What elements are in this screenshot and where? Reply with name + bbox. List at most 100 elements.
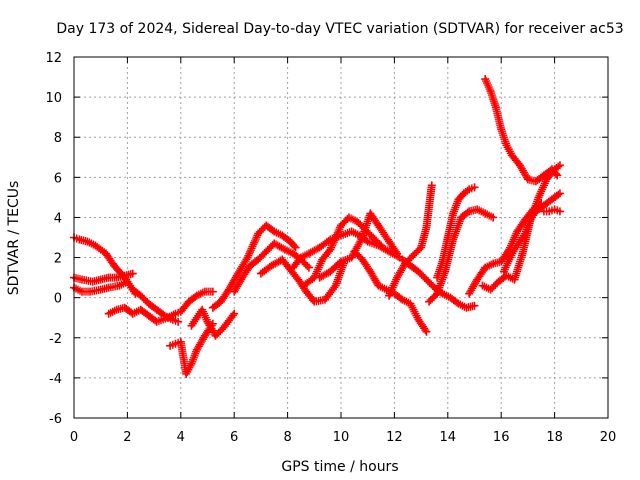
y-tick-label: -4 xyxy=(49,372,62,387)
data-marker xyxy=(487,260,496,269)
data-marker xyxy=(448,211,457,220)
data-marker xyxy=(246,248,255,257)
data-series xyxy=(350,247,431,336)
data-marker xyxy=(420,324,429,333)
data-marker xyxy=(332,230,341,239)
data-marker xyxy=(267,242,276,251)
data-marker xyxy=(259,224,268,233)
data-marker xyxy=(421,326,430,335)
x-tick-label: 4 xyxy=(177,430,185,445)
data-marker xyxy=(283,235,292,244)
x-tick-label: 0 xyxy=(70,430,78,445)
data-marker xyxy=(76,286,85,295)
data-marker xyxy=(501,139,510,148)
data-marker xyxy=(157,309,166,318)
data-marker xyxy=(392,275,401,284)
data-marker xyxy=(81,237,90,246)
data-marker xyxy=(333,260,342,269)
y-tick-label: -2 xyxy=(49,332,62,347)
data-series xyxy=(70,277,132,296)
data-marker xyxy=(463,208,472,217)
data-marker xyxy=(405,254,414,263)
x-tick-label: 18 xyxy=(546,430,563,445)
data-marker xyxy=(463,186,472,195)
data-marker xyxy=(328,285,337,294)
data-marker xyxy=(141,309,150,318)
data-marker xyxy=(364,264,373,273)
data-marker xyxy=(513,157,522,166)
data-series xyxy=(230,239,313,296)
data-marker xyxy=(118,304,127,313)
data-marker xyxy=(222,289,231,298)
data-marker xyxy=(356,237,365,246)
data-marker xyxy=(171,316,180,325)
data-marker xyxy=(328,239,337,248)
x-axis-ticks: 0 2 4 6 8 10 12 14 16 18 20 xyxy=(70,57,616,445)
data-marker xyxy=(491,101,500,110)
data-marker xyxy=(121,278,130,287)
data-marker xyxy=(334,227,343,236)
data-marker xyxy=(198,288,207,297)
y-tick-label: 4 xyxy=(54,211,62,226)
data-series xyxy=(166,319,217,378)
data-marker xyxy=(427,183,436,192)
data-marker xyxy=(290,242,299,251)
data-marker xyxy=(246,246,255,255)
data-marker xyxy=(496,123,505,132)
data-marker xyxy=(251,257,260,266)
data-marker xyxy=(76,275,85,284)
data-marker xyxy=(332,232,341,241)
y-tick-label: 8 xyxy=(54,131,62,146)
data-series xyxy=(128,285,183,326)
data-marker xyxy=(149,303,158,312)
data-marker xyxy=(251,235,260,244)
data-series xyxy=(104,287,217,326)
y-tick-label: 10 xyxy=(45,91,62,106)
y-tick-label: 6 xyxy=(54,171,62,186)
data-marker xyxy=(267,225,276,234)
data-marker xyxy=(166,314,175,323)
data-series xyxy=(70,269,137,286)
data-marker xyxy=(125,307,134,316)
data-marker xyxy=(354,240,363,249)
data-marker xyxy=(390,246,399,255)
data-marker xyxy=(554,190,563,199)
data-marker xyxy=(382,233,391,242)
data-marker xyxy=(509,247,518,256)
data-marker xyxy=(451,297,460,306)
data-marker xyxy=(94,286,103,295)
data-marker xyxy=(110,306,119,315)
chart-title: Day 173 of 2024, Sidereal Day-to-day VTE… xyxy=(56,21,623,37)
y-tick-label: -6 xyxy=(49,412,62,427)
data-marker xyxy=(529,176,538,185)
x-axis-title: GPS time / hours xyxy=(281,459,398,475)
data-marker xyxy=(248,242,257,251)
data-marker xyxy=(98,246,107,255)
data-marker xyxy=(245,249,254,258)
y-tick-label: 2 xyxy=(54,252,62,267)
data-marker xyxy=(427,280,436,289)
data-marker xyxy=(216,326,225,335)
data-marker xyxy=(381,245,390,254)
data-marker xyxy=(443,235,452,244)
data-marker xyxy=(198,335,207,344)
x-tick-label: 16 xyxy=(493,430,510,445)
y-tick-label: 0 xyxy=(54,292,62,307)
data-marker xyxy=(107,258,116,267)
data-marker xyxy=(457,192,466,201)
data-marker xyxy=(264,264,273,273)
data-marker xyxy=(303,261,312,270)
data-marker xyxy=(301,260,310,269)
data-marker xyxy=(168,340,177,349)
data-marker xyxy=(331,234,340,243)
data-marker xyxy=(94,276,103,285)
data-marker xyxy=(322,269,331,278)
data-marker xyxy=(241,257,250,266)
data-marker xyxy=(373,238,382,247)
data-marker xyxy=(244,251,253,260)
data-marker xyxy=(353,242,362,251)
data-marker xyxy=(312,245,321,254)
data-marker xyxy=(291,272,300,281)
data-marker xyxy=(355,238,364,247)
